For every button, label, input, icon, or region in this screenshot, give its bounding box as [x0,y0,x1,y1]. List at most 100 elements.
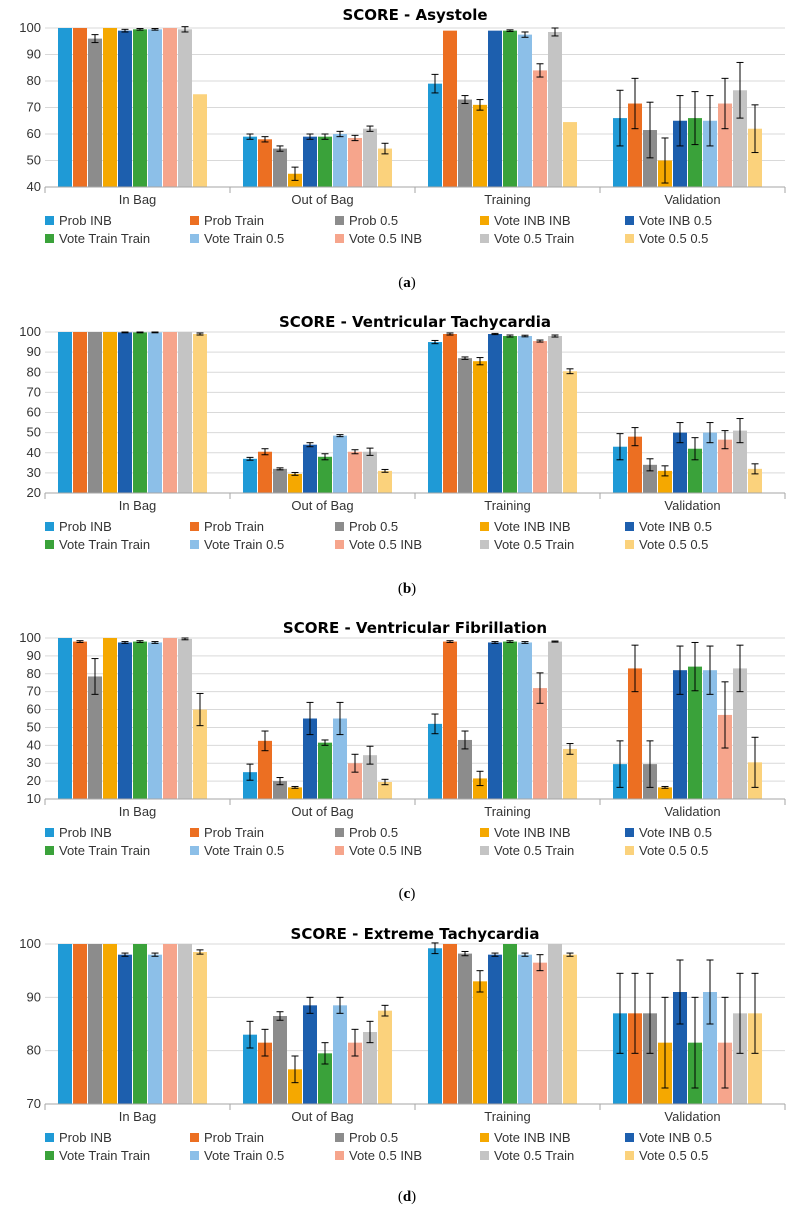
chart-panel: SCORE - Ventricular Tachycardia 20 30 40 50 6… [19,313,786,597]
bar [473,981,487,1104]
error-bar [646,101,654,159]
y-tick-label: 40 [27,179,41,194]
caption-close: ) [411,581,416,597]
legend-item: Prob Train [190,519,264,534]
legend-label: Vote 0.5 0.5 [639,1148,708,1163]
error-bar [381,1004,389,1017]
error-bar [291,471,299,476]
y-tick-label: 30 [27,755,41,770]
bar [148,642,162,799]
legend-label: Vote 0.5 Train [494,537,574,552]
error-bar [536,339,544,343]
bar [473,361,487,493]
bar [703,992,717,1104]
error-bar [261,1028,269,1057]
legend-item: Vote Train Train [45,1148,150,1163]
legend-label: Vote 0.5 Train [494,843,574,858]
bar [458,99,472,187]
bar [288,473,302,493]
bar [318,456,332,493]
error-bar [291,1055,299,1084]
legend-item: Vote INB 0.5 [625,1130,712,1145]
legend-item: Vote 0.5 Train [480,231,574,246]
bar [103,28,117,187]
bar [518,34,532,187]
bar [133,29,147,188]
error-bar [616,433,624,461]
error-bar [721,996,729,1089]
bar [673,670,687,799]
legend-label: Vote INB 0.5 [639,519,712,534]
legend-item: Vote Train Train [45,843,150,858]
error-bar [136,331,144,334]
error-bar [261,136,269,143]
legend-item: Vote Train 0.5 [190,843,284,858]
category-label: In Bag [119,192,157,207]
chart-panel: SCORE - Ventricular Fibrillation 10 20 30 40… [19,619,786,902]
bar [288,1069,302,1104]
error-bar [691,437,699,461]
bar [628,1013,642,1104]
bar [628,668,642,799]
error-bar [631,427,639,447]
bar [243,772,257,799]
legend-label: Prob 0.5 [349,1130,398,1145]
error-bar [261,730,269,752]
legend-item: Vote Train 0.5 [190,1148,284,1163]
bar [133,332,147,493]
error-bar [676,645,684,695]
error-bar [366,1020,374,1044]
bar [533,962,547,1104]
y-tick-label: 20 [27,773,41,788]
category-label: In Bag [119,1109,157,1124]
bar [303,1005,317,1104]
y-tick-label: 50 [27,719,41,734]
error-bar [521,31,529,38]
bar [443,944,457,1104]
bar [673,992,687,1104]
bar [73,28,87,187]
legend-swatch [190,846,199,855]
bar [563,122,577,187]
bar [148,29,162,188]
bar [688,118,702,187]
bar [258,139,272,187]
error-bar [351,753,359,773]
error-bar [736,644,744,693]
bar [503,641,517,799]
error-bar [151,28,159,31]
legend-swatch [335,234,344,243]
legend-item: Vote Train Train [45,537,150,552]
legend-item: Vote 0.5 INB [335,1148,422,1163]
legend-swatch [480,234,489,243]
legend-label: Vote Train Train [59,537,150,552]
bar [378,470,392,493]
legend-item: Vote 0.5 Train [480,843,574,858]
bar [718,439,732,493]
error-bar [721,430,729,450]
bar [273,468,287,493]
caption-open: ( [398,1189,403,1205]
error-bar [76,640,84,643]
legend-swatch [480,522,489,531]
error-bar [336,130,344,138]
legend-swatch [45,1133,54,1142]
bar [488,30,502,188]
legend-item: Prob Train [190,213,264,228]
bar [163,332,177,493]
legend-item: Vote INB INB [480,213,571,228]
legend-label: Vote 0.5 INB [349,1148,422,1163]
panel-caption: (b) [398,581,416,597]
error-bar [551,334,559,338]
error-bar [461,95,469,105]
legend-label: Vote 0.5 INB [349,843,422,858]
error-bar [336,996,344,1014]
category-label: Out of Bag [291,498,353,513]
bar [428,948,442,1104]
category-label: Training [484,804,530,819]
legend-label: Vote 0.5 0.5 [639,843,708,858]
legend-swatch [190,522,199,531]
error-bar [536,672,544,704]
bar [348,451,362,493]
bar [163,638,177,799]
